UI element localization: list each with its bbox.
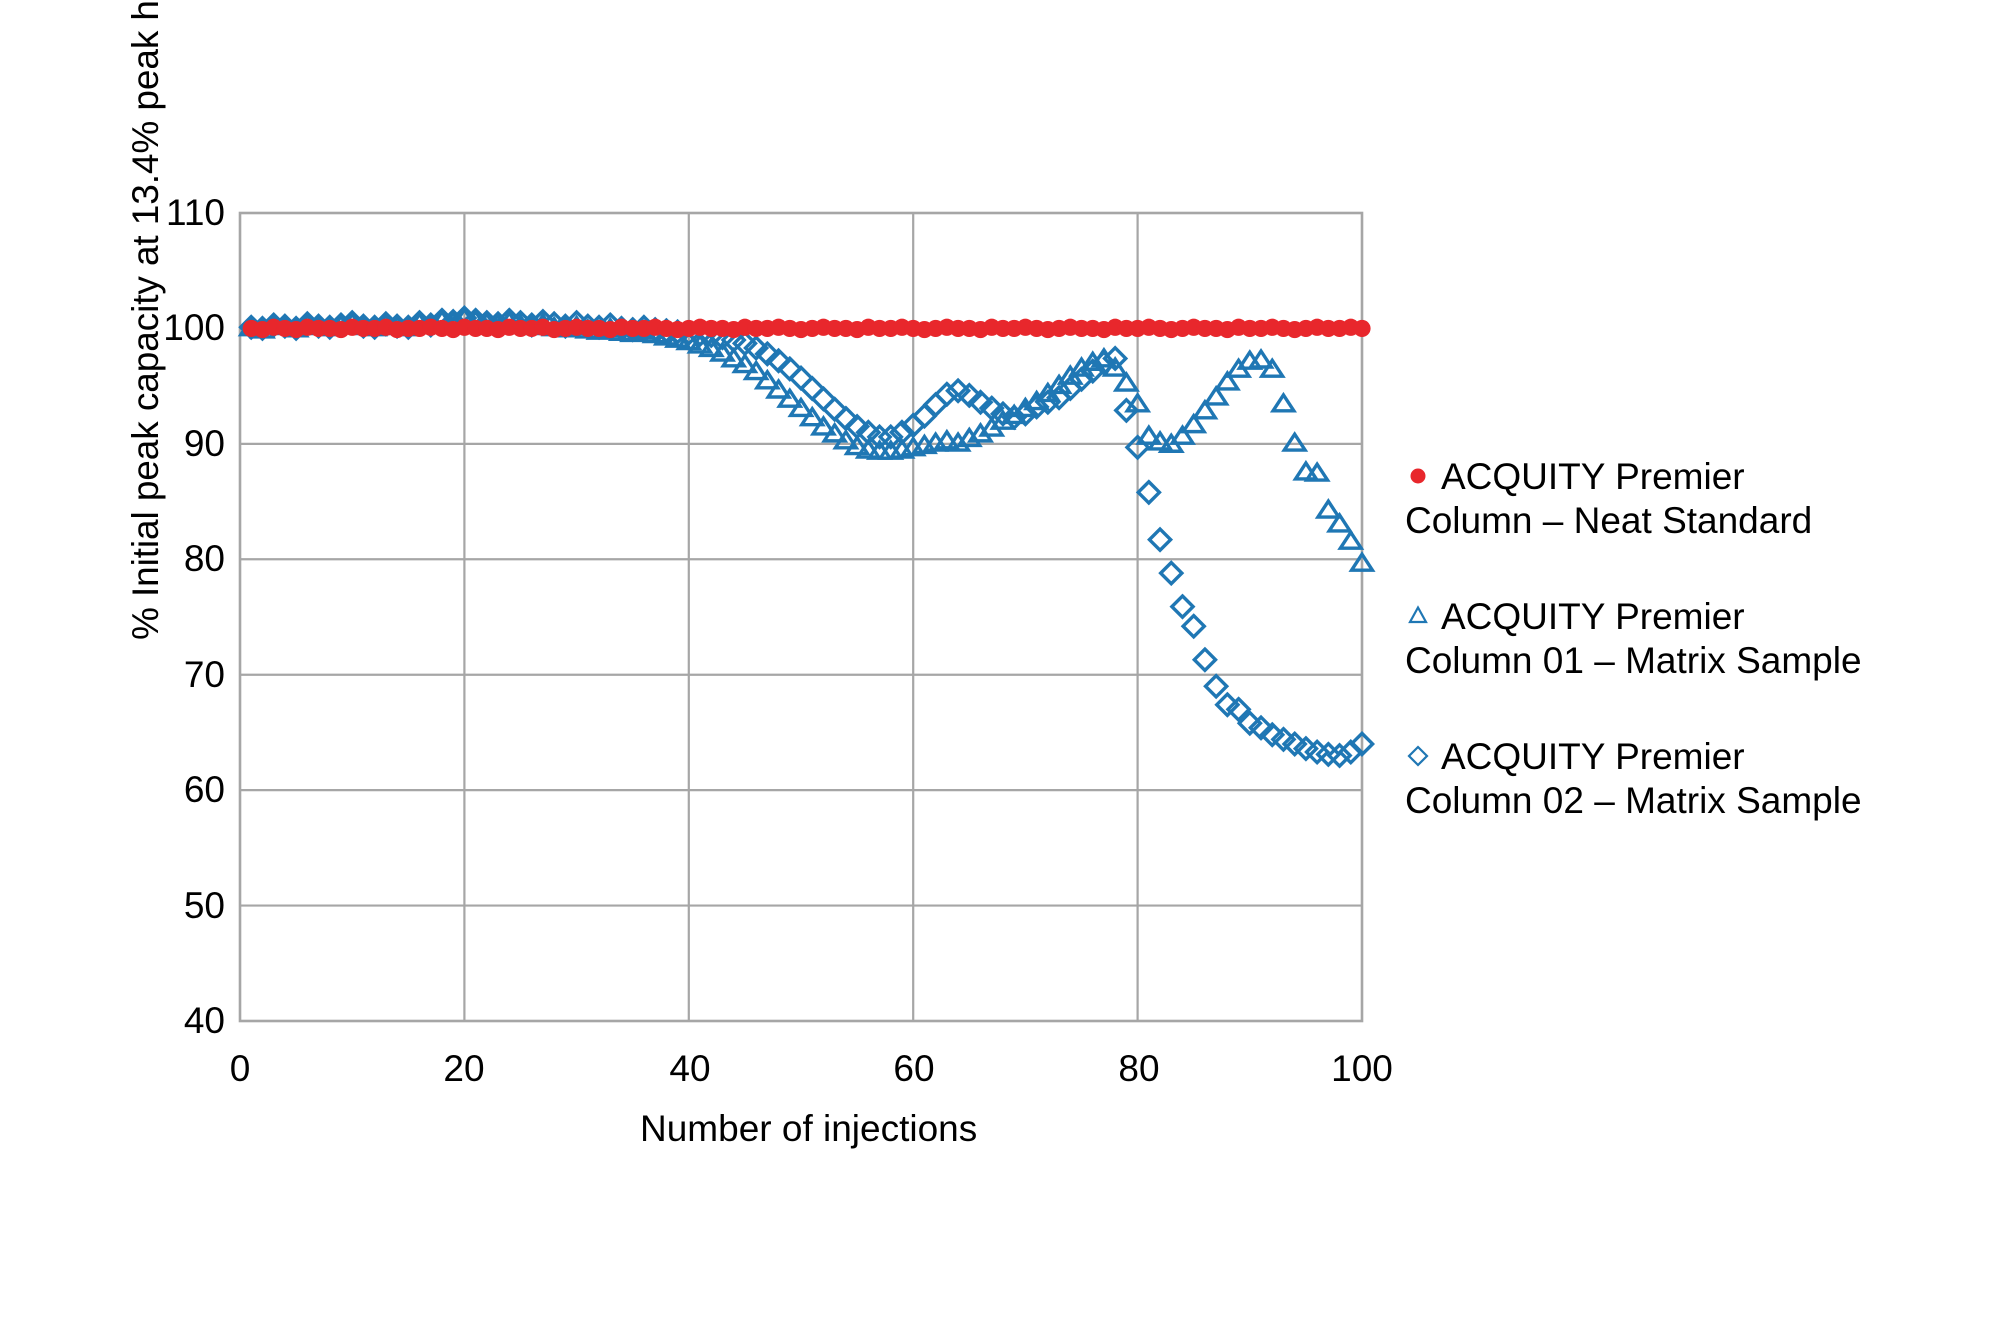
x-tick-label-60: 60 — [893, 1048, 935, 1089]
legend-entry-column-02[interactable]: ACQUITY Premier Column 02 – Matrix Sampl… — [1405, 735, 1965, 823]
series-1 — [242, 318, 1371, 339]
y-tick-label-110: 110 — [166, 192, 225, 233]
x-tick-label-80: 80 — [1118, 1048, 1160, 1089]
y-tick-label-70: 70 — [183, 654, 225, 695]
x-tick-label-100: 100 — [1331, 1048, 1393, 1089]
y-tick-label-60: 60 — [183, 769, 225, 810]
y-tick-label-40: 40 — [183, 1000, 225, 1041]
filled-circle-icon — [1405, 463, 1431, 489]
y-tick-label-90: 90 — [183, 423, 225, 464]
open-triangle-icon — [1405, 603, 1431, 629]
legend-label-column-02: ACQUITY Premier Column 02 – Matrix Sampl… — [1405, 736, 1862, 821]
series-3 — [238, 305, 1376, 769]
x-tick-label-20: 20 — [443, 1048, 485, 1089]
series-2 — [237, 306, 1376, 572]
legend-label-column-01: ACQUITY Premier Column 01 – Matrix Sampl… — [1405, 596, 1862, 681]
legend-label-neat-standard: ACQUITY Premier Column – Neat Standard — [1405, 456, 1813, 541]
x-tick-label-40: 40 — [669, 1048, 711, 1089]
legend-entry-column-01[interactable]: ACQUITY Premier Column 01 – Matrix Sampl… — [1405, 595, 1965, 683]
legend-entry-neat-standard[interactable]: ACQUITY Premier Column – Neat Standard — [1405, 455, 1965, 543]
x-tick-label-0: 0 — [229, 1048, 251, 1089]
y-tick-label-80: 80 — [183, 538, 225, 579]
open-diamond-icon — [1405, 743, 1431, 769]
x-axis-title: Number of injections — [640, 1108, 978, 1149]
y-tick-label-50: 50 — [183, 885, 225, 926]
chart-legend: ACQUITY Premier Column – Neat Standard A… — [1405, 455, 1965, 863]
y-tick-label-100: 100 — [163, 307, 225, 348]
